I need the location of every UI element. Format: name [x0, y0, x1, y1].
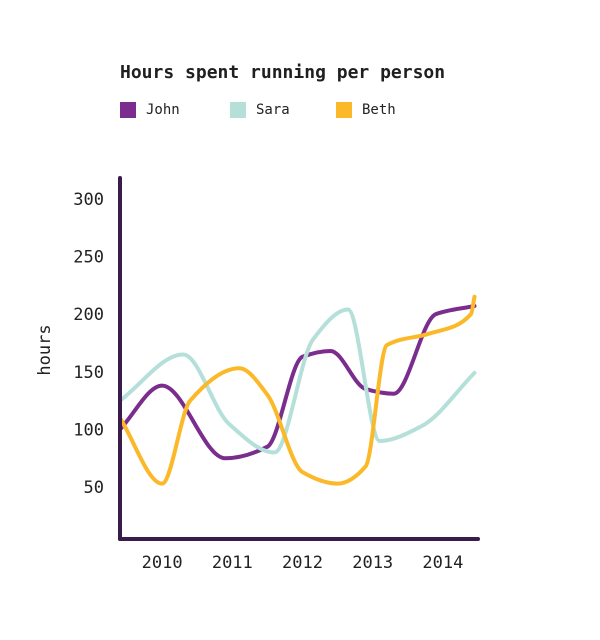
y-tick-label: 150 [73, 363, 104, 383]
y-axis-label: hours [35, 324, 55, 375]
y-tick-label: 200 [73, 305, 104, 325]
legend-label-beth: Beth [362, 102, 396, 118]
legend-swatch-john [120, 102, 136, 118]
series-line-john [118, 304, 477, 461]
y-tick-label: 100 [73, 420, 104, 440]
series-line-sara [118, 307, 477, 455]
legend-item-beth[interactable]: Beth [336, 102, 396, 118]
chart-title: Hours spent running per person [120, 62, 446, 83]
x-tick-label: 2011 [212, 553, 253, 573]
legend-label-sara: Sara [256, 102, 290, 118]
legend-item-john[interactable]: John [120, 102, 180, 118]
x-tick-label: 2014 [422, 553, 463, 573]
x-tick-label: 2010 [142, 553, 183, 573]
legend-item-sara[interactable]: Sara [230, 102, 290, 118]
series-line-beth [118, 294, 477, 486]
legend-label-john: John [146, 102, 180, 118]
x-tick-label: 2013 [352, 553, 393, 573]
x-tick-label: 2012 [282, 553, 323, 573]
legend-swatch-sara [230, 102, 246, 118]
y-tick-label: 50 [84, 478, 104, 498]
legend-swatch-beth [336, 102, 352, 118]
y-tick-label: 300 [73, 190, 104, 210]
y-tick-label: 250 [73, 247, 104, 267]
